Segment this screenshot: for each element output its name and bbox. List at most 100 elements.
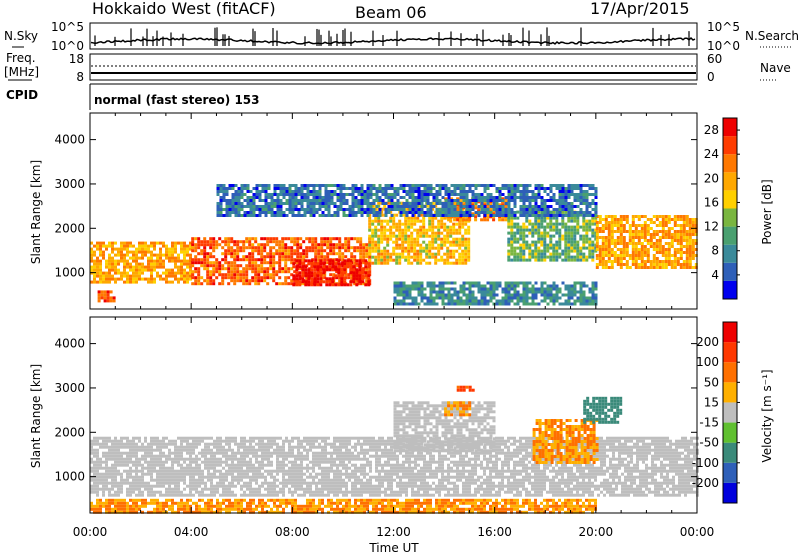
- velocity-cell: [96, 451, 99, 455]
- power-cell: [231, 202, 235, 205]
- power-cell: [357, 208, 361, 211]
- velocity-cell: [168, 442, 171, 446]
- power-cell: [444, 202, 448, 205]
- power-cell: [264, 196, 268, 199]
- power-cell: [437, 246, 441, 250]
- velocity-cell: [126, 472, 129, 476]
- power-cell: [380, 228, 384, 232]
- noise-left-tick-top: 10^5: [51, 20, 84, 34]
- power-cell: [601, 227, 605, 230]
- power-cell: [528, 249, 532, 253]
- power-cell: [153, 265, 156, 269]
- power-cell: [312, 196, 316, 199]
- power-cell: [522, 199, 526, 202]
- power-cell: [310, 259, 314, 263]
- power-cell: [549, 240, 553, 244]
- power-cell: [260, 279, 264, 283]
- power-cell: [407, 258, 411, 262]
- power-cell: [353, 258, 357, 262]
- power-cell: [449, 243, 453, 247]
- power-cell: [333, 193, 337, 196]
- power-cell: [483, 284, 487, 288]
- power-cell: [452, 228, 456, 232]
- power-cell: [331, 265, 335, 269]
- power-cell: [588, 219, 592, 223]
- power-cell: [165, 274, 168, 278]
- power-cell: [459, 208, 463, 211]
- power-cell: [321, 184, 325, 187]
- power-cell: [604, 224, 608, 227]
- power-cell: [236, 270, 240, 274]
- power-cell: [495, 299, 499, 303]
- power-cell: [171, 268, 174, 272]
- power-cell: [510, 184, 514, 187]
- power-cell: [634, 263, 638, 266]
- power-cell: [203, 249, 207, 253]
- velocity-cell: [159, 445, 162, 449]
- velocity-cell: [117, 487, 120, 491]
- power-cell: [324, 208, 328, 211]
- velocity-cell: [105, 436, 108, 440]
- velocity-cell: [105, 469, 108, 473]
- power-cell: [327, 202, 331, 205]
- power-cell: [318, 190, 322, 193]
- power-cell: [456, 214, 460, 217]
- power-cell: [555, 208, 559, 211]
- power-cell: [230, 276, 234, 280]
- power-cell: [585, 211, 589, 214]
- velocity-cell: [180, 466, 183, 470]
- power-cell: [297, 214, 301, 217]
- power-cell: [570, 208, 574, 211]
- power-cell: [607, 224, 611, 227]
- power-cell: [434, 255, 438, 259]
- power-cell: [652, 221, 656, 224]
- power-cell: [549, 296, 553, 300]
- velocity-cell: [120, 481, 123, 485]
- power-cell: [561, 258, 565, 262]
- power-cell: [604, 245, 608, 248]
- power-cell: [664, 230, 668, 233]
- power-cell: [138, 244, 141, 248]
- power-cell: [310, 265, 314, 269]
- power-cell: [377, 204, 381, 208]
- power-cell: [399, 284, 403, 288]
- power-cell: [507, 293, 511, 297]
- power-cell: [634, 248, 638, 251]
- power-cell: [191, 261, 195, 265]
- velocity-cell: [150, 478, 153, 482]
- power-cell: [338, 255, 342, 259]
- power-cell: [649, 239, 653, 242]
- power-cell: [462, 218, 466, 222]
- power-cell: [510, 249, 514, 253]
- velocity-cell: [132, 460, 135, 464]
- power-cell: [540, 290, 544, 294]
- power-cell: [171, 256, 174, 260]
- velocity-cell: [123, 460, 126, 464]
- power-cell: [366, 187, 370, 190]
- power-cell: [339, 196, 343, 199]
- power-cell: [516, 246, 520, 250]
- power-cell: [461, 258, 465, 262]
- power-cell: [446, 228, 450, 232]
- power-cell: [691, 251, 695, 254]
- power-cell: [616, 260, 620, 263]
- power-cell: [260, 258, 264, 262]
- power-cell: [685, 215, 689, 218]
- power-cell: [225, 199, 229, 202]
- power-cell: [525, 299, 529, 303]
- power-cell: [546, 222, 550, 226]
- power-cell: [531, 225, 535, 229]
- power-cell: [141, 256, 144, 260]
- velocity-cell: [147, 484, 150, 488]
- power-cell: [486, 196, 490, 199]
- power-cell: [342, 214, 346, 217]
- power-cell: [368, 222, 372, 226]
- velocity-cell: [102, 493, 105, 497]
- velocity-cell: [141, 463, 144, 467]
- power-cell: [180, 259, 183, 263]
- power-cell: [369, 184, 373, 187]
- power-cell: [435, 202, 439, 205]
- velocity-cell: [159, 481, 162, 485]
- power-cell: [540, 243, 544, 247]
- power-cell: [552, 214, 556, 217]
